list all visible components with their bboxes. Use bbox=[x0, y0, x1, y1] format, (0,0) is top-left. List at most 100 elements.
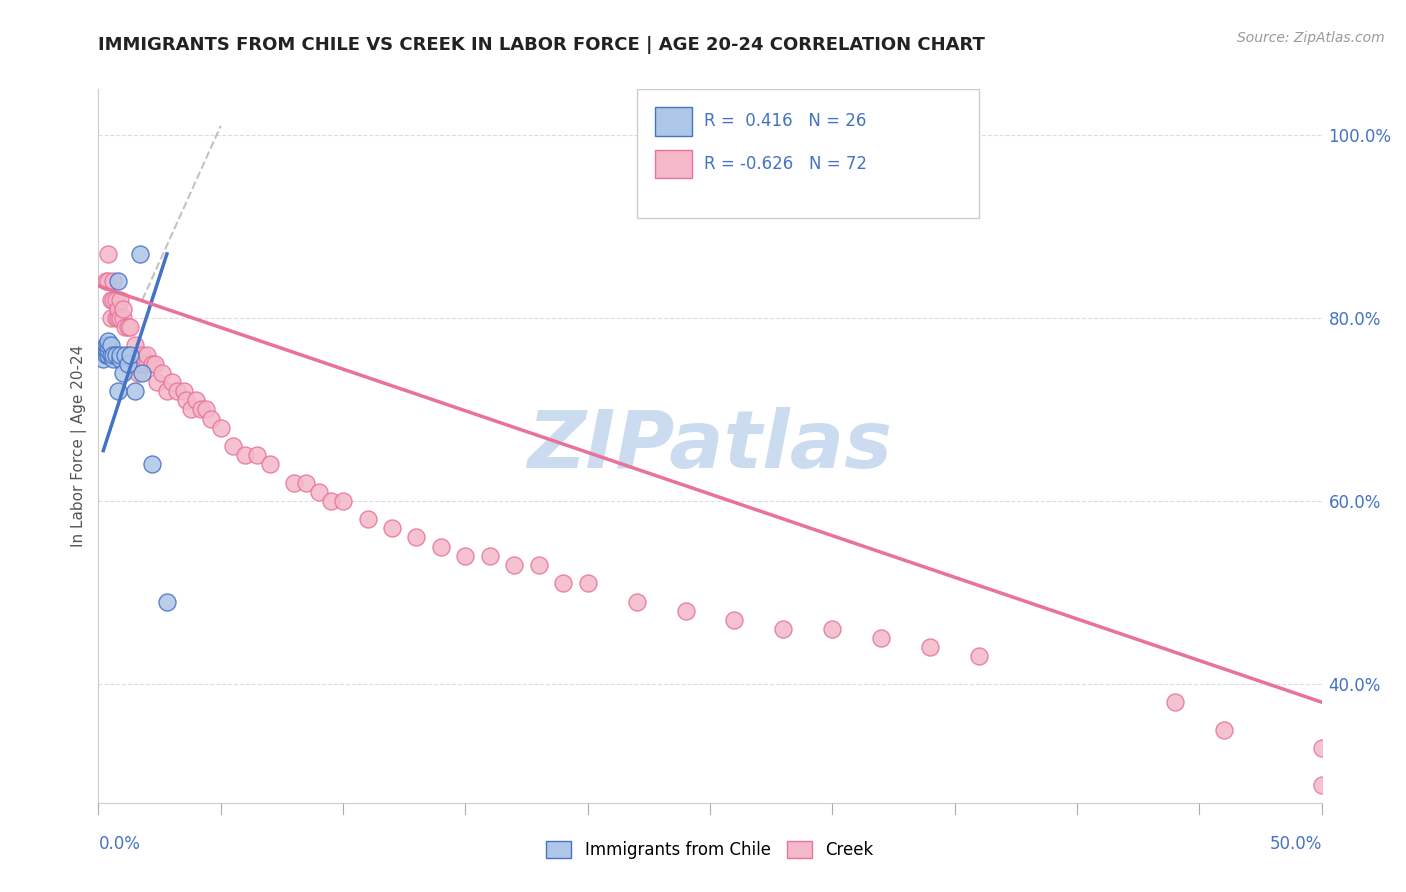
Point bbox=[94, 274, 117, 288]
Point bbox=[97, 334, 120, 348]
Point bbox=[176, 393, 198, 408]
Point bbox=[94, 343, 117, 357]
Text: ZIPatlas: ZIPatlas bbox=[527, 407, 893, 485]
Point bbox=[120, 347, 142, 361]
Bar bbox=[637, 89, 979, 218]
Point bbox=[209, 420, 232, 434]
Point bbox=[576, 576, 599, 591]
Point bbox=[104, 293, 127, 307]
Point bbox=[319, 494, 342, 508]
Point bbox=[1164, 695, 1187, 709]
Text: R = -0.626   N = 72: R = -0.626 N = 72 bbox=[704, 155, 868, 173]
Point bbox=[381, 521, 404, 535]
Point bbox=[100, 338, 122, 352]
Point bbox=[124, 338, 146, 352]
Point bbox=[405, 531, 427, 545]
Point bbox=[117, 357, 139, 371]
Point bbox=[107, 274, 129, 288]
Point bbox=[967, 649, 990, 664]
Point bbox=[97, 274, 120, 288]
Point bbox=[101, 274, 124, 288]
Point bbox=[259, 458, 281, 472]
Point bbox=[283, 475, 305, 490]
Point bbox=[527, 558, 550, 572]
Point bbox=[295, 475, 318, 490]
Bar bbox=[655, 107, 692, 136]
Point bbox=[675, 604, 697, 618]
Point bbox=[186, 393, 208, 408]
Point bbox=[160, 375, 183, 389]
Point bbox=[626, 594, 648, 608]
Point bbox=[143, 357, 166, 371]
Point bbox=[94, 347, 117, 361]
Point bbox=[124, 384, 146, 398]
Point bbox=[129, 247, 152, 261]
Point bbox=[356, 512, 378, 526]
Point bbox=[100, 347, 122, 361]
Point bbox=[166, 384, 188, 398]
Point bbox=[478, 549, 501, 563]
Point bbox=[114, 347, 136, 361]
Text: IMMIGRANTS FROM CHILE VS CREEK IN LABOR FORCE | AGE 20-24 CORRELATION CHART: IMMIGRANTS FROM CHILE VS CREEK IN LABOR … bbox=[98, 36, 986, 54]
Point bbox=[553, 576, 575, 591]
Point bbox=[107, 384, 129, 398]
Point bbox=[156, 384, 179, 398]
Point bbox=[180, 402, 202, 417]
Point bbox=[141, 458, 163, 472]
Point bbox=[1212, 723, 1234, 737]
Point bbox=[131, 347, 153, 361]
Point bbox=[104, 347, 127, 361]
Point bbox=[1310, 777, 1333, 791]
Point bbox=[131, 357, 153, 371]
Point bbox=[200, 411, 222, 425]
Point bbox=[97, 343, 120, 357]
Point bbox=[308, 484, 330, 499]
Point bbox=[114, 320, 136, 334]
Point bbox=[120, 320, 142, 334]
Point bbox=[141, 357, 163, 371]
Point bbox=[127, 366, 149, 380]
Point bbox=[97, 347, 120, 361]
Point bbox=[107, 310, 129, 325]
Point bbox=[131, 366, 153, 380]
Point bbox=[195, 402, 218, 417]
Point bbox=[430, 540, 453, 554]
Point bbox=[156, 594, 179, 608]
Point bbox=[146, 375, 169, 389]
Point bbox=[101, 293, 124, 307]
Point bbox=[94, 338, 117, 352]
Point bbox=[233, 448, 256, 462]
Bar bbox=[655, 150, 692, 178]
Point bbox=[100, 310, 122, 325]
Point bbox=[117, 347, 139, 361]
Point bbox=[772, 622, 794, 636]
Point bbox=[920, 640, 942, 655]
Point bbox=[136, 357, 159, 371]
Text: 0.0%: 0.0% bbox=[98, 835, 141, 853]
Point bbox=[136, 347, 159, 361]
Point bbox=[101, 352, 124, 367]
Point bbox=[124, 357, 146, 371]
Point bbox=[110, 310, 132, 325]
Point bbox=[100, 293, 122, 307]
Legend: Immigrants from Chile, Creek: Immigrants from Chile, Creek bbox=[540, 834, 880, 866]
Text: 50.0%: 50.0% bbox=[1270, 835, 1322, 853]
Point bbox=[101, 347, 124, 361]
Point bbox=[173, 384, 195, 398]
Point bbox=[723, 613, 745, 627]
Point bbox=[97, 247, 120, 261]
Point bbox=[190, 402, 212, 417]
Text: R =  0.416   N = 26: R = 0.416 N = 26 bbox=[704, 112, 866, 130]
Point bbox=[117, 320, 139, 334]
Point bbox=[1310, 740, 1333, 755]
Y-axis label: In Labor Force | Age 20-24: In Labor Force | Age 20-24 bbox=[72, 345, 87, 547]
Point bbox=[91, 352, 114, 367]
Point bbox=[110, 293, 132, 307]
Point bbox=[332, 494, 354, 508]
Point bbox=[821, 622, 844, 636]
Point bbox=[150, 366, 173, 380]
Point bbox=[110, 347, 132, 361]
Point bbox=[222, 439, 245, 453]
Text: Source: ZipAtlas.com: Source: ZipAtlas.com bbox=[1237, 31, 1385, 45]
Point bbox=[104, 310, 127, 325]
